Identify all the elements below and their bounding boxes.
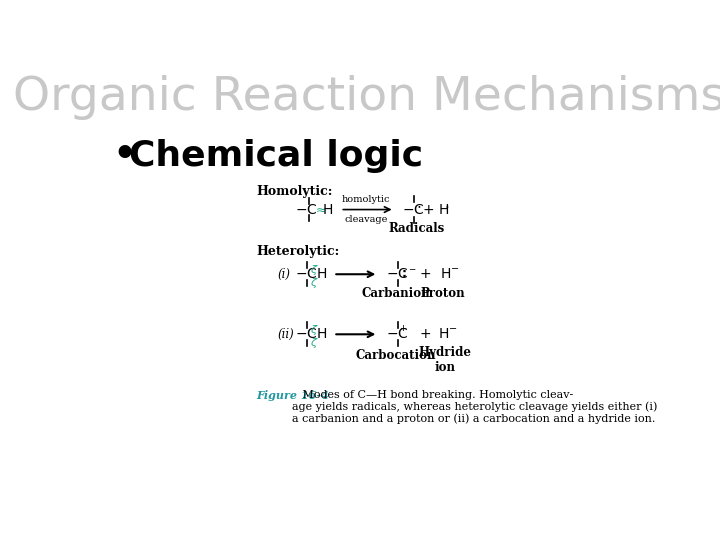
Text: $\mathrm{H}^{-}$: $\mathrm{H}^{-}$ [439, 267, 459, 281]
Text: $+\ \mathrm{H}$: $+\ \mathrm{H}$ [422, 202, 449, 217]
Text: $\zeta$: $\zeta$ [310, 276, 319, 289]
Text: Proton: Proton [420, 287, 465, 300]
Text: $\zeta$: $\zeta$ [310, 336, 319, 350]
Text: Organic Reaction Mechanisms: Organic Reaction Mechanisms [13, 75, 720, 120]
Text: Figure 16-4: Figure 16-4 [256, 390, 329, 401]
Text: $-\mathrm{C}$: $-\mathrm{C}$ [386, 327, 409, 341]
Text: $+$: $+$ [419, 267, 431, 281]
Text: •: • [112, 134, 138, 177]
Text: $-\mathrm{C}$: $-\mathrm{C}$ [402, 202, 425, 217]
Text: $\mathrm{H}$: $\mathrm{H}$ [316, 327, 328, 341]
Text: Chemical logic: Chemical logic [129, 139, 423, 173]
Text: $\cdot$: $\cdot$ [415, 199, 420, 213]
Text: cleavage: cleavage [344, 215, 387, 224]
Text: Hydride
ion: Hydride ion [418, 346, 472, 374]
Text: $-\mathrm{C}$: $-\mathrm{C}$ [295, 327, 318, 341]
Text: $\mathrm{H}^{-}$: $\mathrm{H}^{-}$ [438, 327, 458, 341]
Text: $\zeta$: $\zeta$ [310, 323, 319, 338]
Text: $-\mathrm{C}$: $-\mathrm{C}$ [295, 202, 318, 217]
Text: $\approx$: $\approx$ [313, 203, 327, 216]
Text: Carbanion: Carbanion [362, 287, 431, 300]
Text: $\zeta$: $\zeta$ [310, 264, 319, 278]
Text: $\mathbf{:}^{-}$: $\mathbf{:}^{-}$ [399, 268, 418, 281]
Text: (ii): (ii) [277, 328, 294, 341]
Text: Modes of C—H bond breaking. Homolytic cleav-
age yields radicals, whereas hetero: Modes of C—H bond breaking. Homolytic cl… [292, 390, 657, 424]
Text: $\mathrm{H}$: $\mathrm{H}$ [316, 267, 328, 281]
Text: Carbocation: Carbocation [356, 349, 436, 362]
Text: $-\mathrm{C}$: $-\mathrm{C}$ [295, 267, 318, 281]
Text: Radicals: Radicals [389, 221, 445, 234]
Text: $\mathrm{H}$: $\mathrm{H}$ [323, 202, 333, 217]
Text: (i): (i) [277, 268, 291, 281]
Text: $-\mathrm{C}$: $-\mathrm{C}$ [386, 267, 409, 281]
Text: $\cdot$: $\cdot$ [444, 199, 449, 213]
Text: homolytic: homolytic [342, 195, 390, 204]
Text: $+$: $+$ [419, 327, 431, 341]
Text: Heterolytic:: Heterolytic: [256, 245, 340, 258]
Text: $^{+}$: $^{+}$ [399, 325, 408, 338]
Text: Homolytic:: Homolytic: [256, 185, 333, 198]
